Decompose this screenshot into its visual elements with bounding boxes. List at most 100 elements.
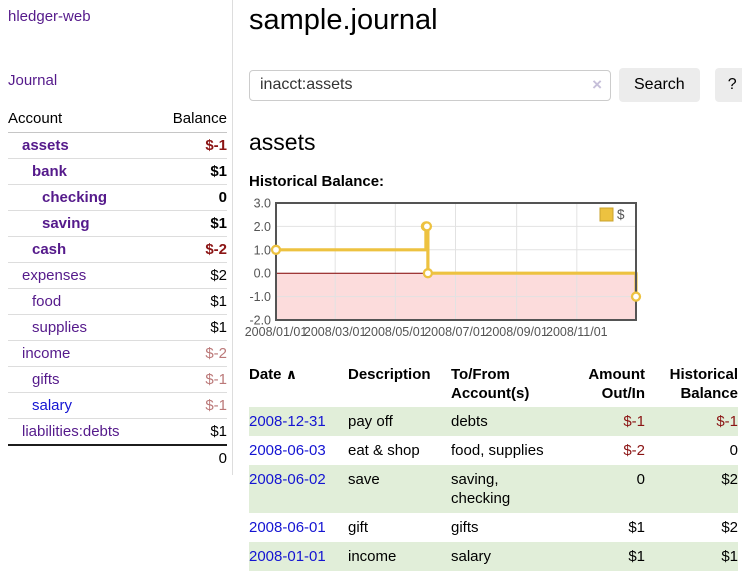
accounts-table: Account Balance assets $-1 bank $1 checking 0… (8, 106, 227, 471)
register-header-row: Date ∧ Description To/From Account(s) Am… (249, 362, 738, 407)
account-link[interactable]: bank (32, 163, 68, 180)
transaction-accounts: debts (451, 407, 581, 436)
account-row: food $1 (8, 288, 227, 315)
transaction-accounts: saving, checking (451, 465, 581, 513)
search-button[interactable]: Search (619, 68, 700, 102)
account-balance: $-1 (155, 366, 227, 393)
transaction-date-link[interactable]: 2008-12-31 (249, 413, 326, 430)
register-row: 2008-06-03 eat & shop food, supplies $-2 0 (249, 436, 738, 465)
transaction-accounts: salary (451, 542, 581, 571)
accounts-total-value: 0 (155, 444, 227, 471)
transaction-description: pay off (348, 407, 451, 436)
accounts-col-account: Account (8, 106, 156, 133)
account-link[interactable]: expenses (22, 267, 87, 284)
transaction-amount: $-2 (623, 442, 645, 459)
transaction-balance: $2 (721, 519, 738, 536)
svg-text:1.0: 1.0 (254, 243, 271, 257)
svg-text:-1.0: -1.0 (249, 290, 271, 304)
transaction-description: gift (348, 519, 369, 536)
register-row: 2008-01-01 income salary $1 $1 (249, 542, 738, 571)
account-balance: $1 (155, 418, 227, 445)
svg-text:2008/09/01: 2008/09/01 (485, 325, 548, 339)
account-heading: assets (249, 129, 316, 155)
transaction-balance: $1 (645, 542, 738, 571)
transaction-balance: 0 (729, 442, 738, 459)
chart-title: Historical Balance: (249, 173, 385, 190)
register-col-balance: Historical Balance (669, 366, 738, 402)
svg-text:2008/05/01: 2008/05/01 (364, 325, 427, 339)
svg-text:2008/03/01: 2008/03/01 (304, 325, 367, 339)
account-row: saving $1 (8, 210, 227, 237)
account-row: checking 0 (8, 184, 227, 211)
accounts-table-body: assets $-1 bank $1 checking 0 saving $1 cash $-2 e… (8, 133, 227, 471)
svg-text:-2.0: -2.0 (249, 314, 271, 328)
account-row: expenses $2 (8, 262, 227, 289)
account-link[interactable]: saving (42, 215, 90, 232)
account-balance: $1 (155, 288, 227, 315)
account-balance: $-1 (205, 137, 227, 154)
account-balance: $-1 (155, 392, 227, 419)
account-link[interactable]: food (32, 293, 62, 310)
sidebar: hledger-web Journal Account Balance asse… (0, 0, 233, 571)
svg-text:2.0: 2.0 (254, 220, 271, 234)
transaction-date-link[interactable]: 2008-06-03 (249, 442, 326, 459)
account-row: bank $1 (8, 158, 227, 185)
transaction-date-link[interactable]: 2008-01-01 (249, 548, 326, 565)
account-link[interactable]: income (22, 345, 71, 362)
search-input[interactable] (249, 69, 611, 101)
transaction-description: save (348, 465, 451, 513)
accounts-col-balance: Balance (155, 106, 227, 133)
transaction-balance: $-1 (645, 407, 738, 436)
svg-text:3.0: 3.0 (254, 197, 271, 211)
account-row: liabilities:debts $1 (8, 418, 227, 445)
account-link[interactable]: liabilities:debts (22, 423, 120, 440)
account-balance: $-2 (155, 236, 227, 263)
transaction-amount: $1 (628, 519, 645, 536)
account-row: salary $-1 (8, 392, 227, 419)
accounts-total-row: 0 (8, 444, 227, 471)
account-row: income $-2 (8, 340, 227, 367)
account-balance: $1 (155, 314, 227, 341)
account-row: gifts $-1 (8, 366, 227, 393)
page-title: sample.journal (249, 4, 438, 36)
register-col-accounts: To/From Account(s) (451, 366, 530, 402)
transaction-date-link[interactable]: 2008-06-01 (249, 519, 326, 536)
account-link[interactable]: assets (22, 137, 69, 154)
transaction-date-link[interactable]: 2008-06-02 (249, 471, 326, 488)
account-link[interactable]: cash (32, 241, 67, 258)
transaction-amount: 0 (581, 465, 645, 513)
search-help-button[interactable]: ? (714, 68, 742, 102)
account-link[interactable]: supplies (32, 319, 88, 336)
sidebar-item-journal[interactable]: Journal (8, 72, 58, 89)
register-col-amount: Amount Out/In (588, 366, 645, 402)
account-row: assets $-1 (8, 133, 227, 159)
clear-search-icon[interactable]: × (592, 74, 602, 94)
account-balance: $2 (155, 262, 227, 289)
svg-text:2008/01/01: 2008/01/01 (245, 325, 308, 339)
account-row: supplies $1 (8, 314, 227, 341)
transaction-amount: $-1 (581, 407, 645, 436)
svg-text:2008/07/01: 2008/07/01 (424, 325, 487, 339)
account-link[interactable]: gifts (32, 371, 60, 388)
register-row: 2008-06-02 save saving, checking 0 $2 (249, 465, 738, 513)
register-table: Date ∧ Description To/From Account(s) Am… (249, 362, 738, 571)
app-brand-link[interactable]: hledger-web (8, 8, 91, 25)
transaction-accounts: food, supplies (451, 442, 544, 459)
register-col-description: Description (348, 366, 431, 383)
transaction-amount: $1 (581, 542, 645, 571)
svg-text:$: $ (617, 207, 625, 222)
transaction-description: income (348, 542, 451, 571)
account-link[interactable]: checking (42, 189, 108, 206)
account-balance: $-2 (155, 340, 227, 367)
register-table-body: 2008-12-31 pay off debts $-1 $-1 2008-06-03 ea… (249, 407, 738, 571)
account-balance: 0 (155, 184, 227, 211)
main-content: sample.journal × Search ? assets Histori… (233, 0, 742, 571)
account-link[interactable]: salary (32, 397, 73, 414)
register-row: 2008-12-31 pay off debts $-1 $-1 (249, 407, 738, 436)
transaction-balance: $2 (645, 465, 738, 513)
transaction-accounts: gifts (451, 519, 479, 536)
account-row: cash $-2 (8, 236, 227, 263)
register-col-date[interactable]: Date ∧ (249, 366, 298, 383)
sidebar-inner: hledger-web Journal Account Balance asse… (0, 0, 233, 475)
